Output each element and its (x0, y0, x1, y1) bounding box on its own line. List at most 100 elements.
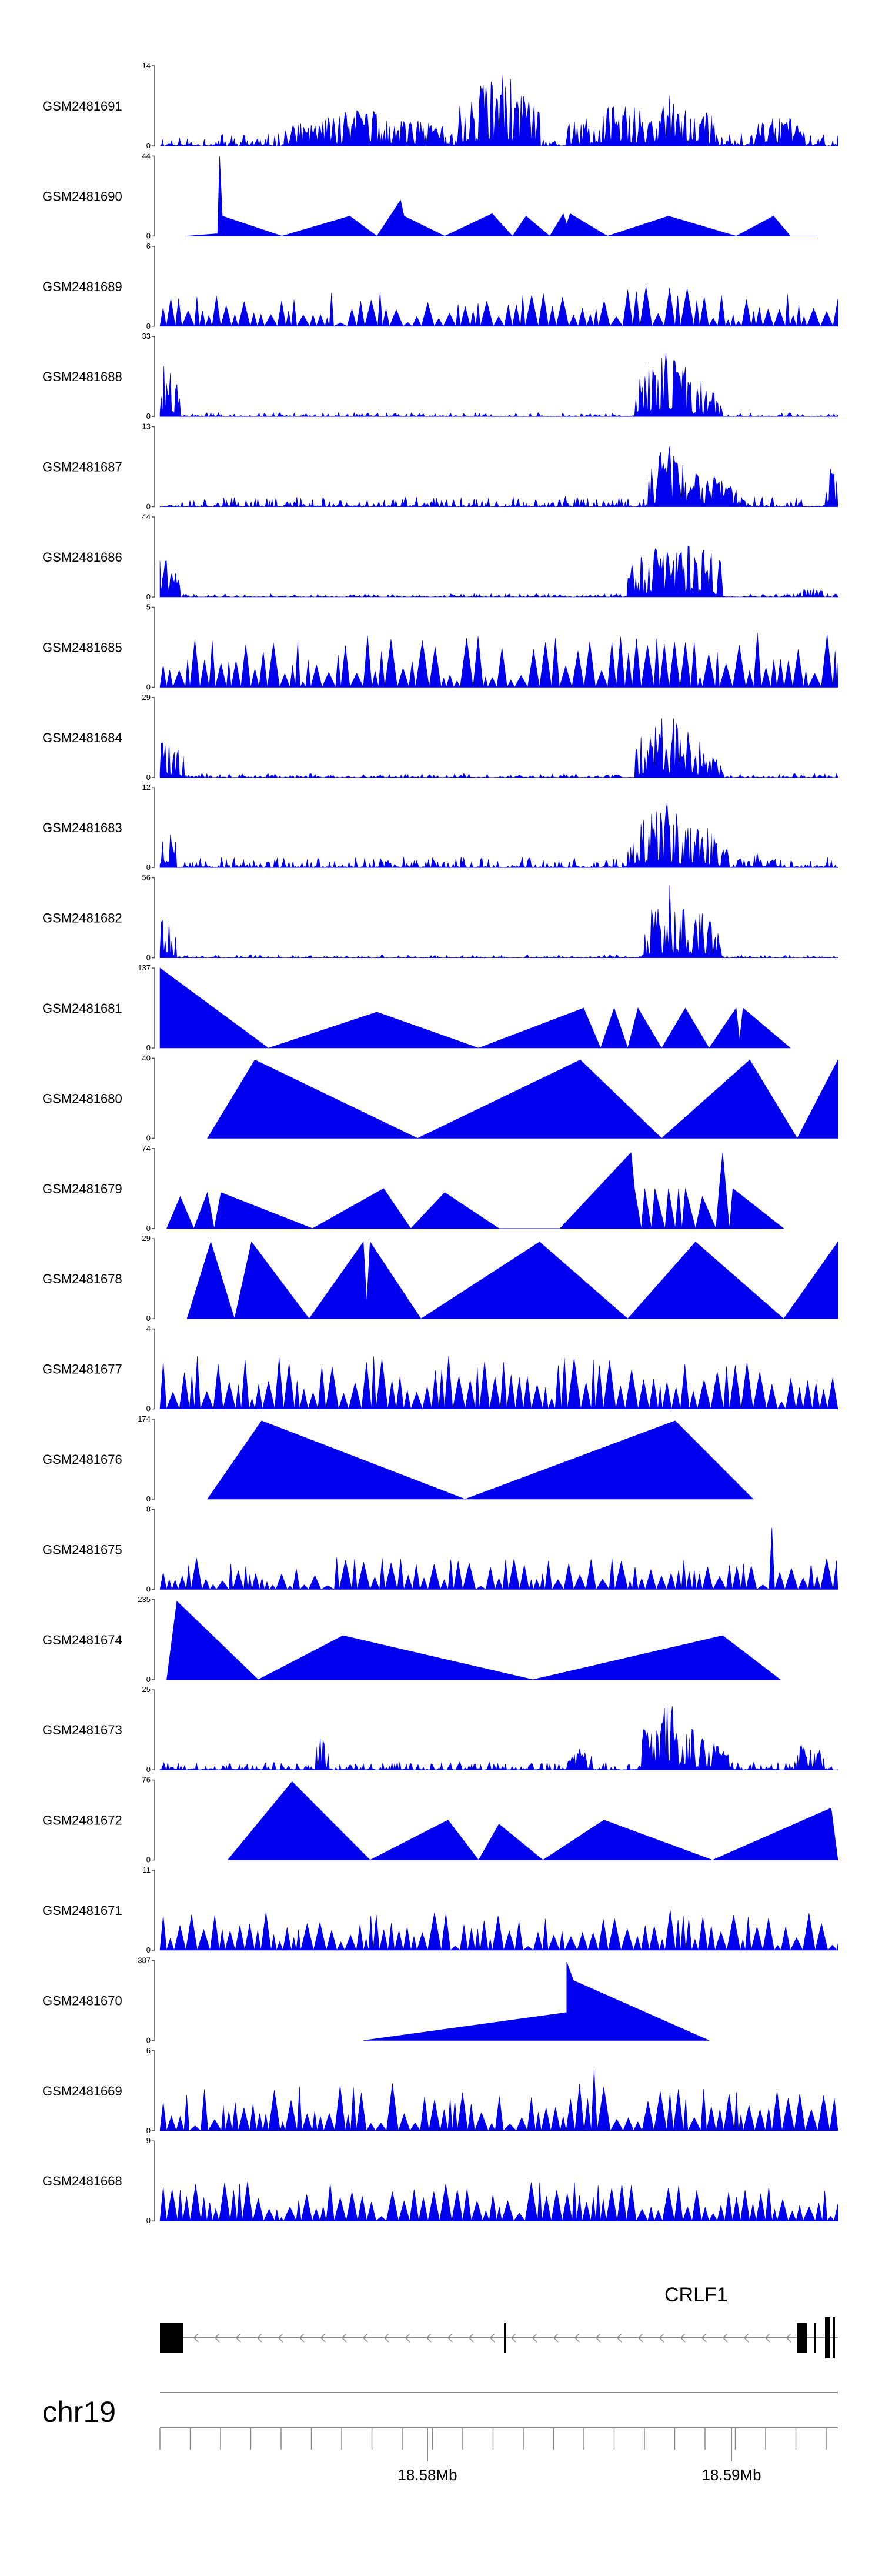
track-y-min-label: 0 (146, 1946, 151, 1954)
strand-arrow (659, 2333, 664, 2343)
strand-arrow (786, 2333, 791, 2343)
signal-area (363, 1961, 710, 2041)
track-label: GSM2481684 (42, 730, 122, 745)
track-label: GSM2481688 (42, 369, 122, 384)
track-y-max-label: 8 (146, 1504, 151, 1513)
track-y-max-label: 13 (142, 422, 151, 431)
signal-area (159, 446, 838, 508)
track-y-min-label: 0 (146, 1224, 151, 1233)
strand-arrow (320, 2333, 326, 2343)
track-y-min-label: 0 (146, 1765, 151, 1774)
strand-arrow (680, 2333, 686, 2343)
signal-area (159, 2181, 838, 2222)
strand-arrow (426, 2333, 432, 2343)
track-y-max-label: 9 (146, 2136, 151, 2145)
track-GSM2481672: GSM2481672 76 0 (42, 1776, 838, 1864)
track-label: GSM2481675 (42, 1542, 122, 1557)
track-y-max-label: 25 (142, 1685, 151, 1694)
track-y-min-label: 0 (146, 592, 151, 601)
track-GSM2481673: GSM2481673 25 0 (42, 1685, 838, 1774)
track-label: GSM2481674 (42, 1633, 122, 1647)
strand-arrow (489, 2333, 495, 2343)
track-label: GSM2481676 (42, 1452, 122, 1467)
strand-arrow (764, 2333, 770, 2343)
track-label: GSM2481687 (42, 460, 122, 475)
signal-area (159, 353, 838, 417)
signal-area (159, 1909, 838, 1951)
gene-name-label: CRLF1 (664, 2284, 728, 2306)
exon-right-2 (814, 2323, 816, 2353)
track-y-max-label: 174 (138, 1414, 151, 1423)
track-GSM2481690: GSM2481690 44 0 (42, 151, 818, 240)
track-GSM2481688: GSM2481688 33 0 (42, 332, 838, 421)
track-label: GSM2481682 (42, 911, 122, 926)
track-GSM2481685: GSM2481685 5 0 (42, 602, 838, 691)
track-y-max-label: 6 (146, 242, 151, 251)
signal-area (159, 802, 838, 869)
track-label: GSM2481681 (42, 1001, 122, 1016)
strand-arrow (616, 2333, 622, 2343)
strand-arrow (553, 2333, 559, 2343)
track-y-min-label: 0 (146, 863, 151, 872)
strand-arrow (278, 2333, 283, 2343)
track-GSM2481668: GSM2481668 9 0 (42, 2136, 838, 2225)
signal-area (207, 1420, 754, 1500)
track-y-min-label: 0 (146, 1133, 151, 1142)
exon-first (160, 2323, 183, 2353)
strand-arrow (574, 2333, 580, 2343)
strand-arrow (701, 2333, 707, 2343)
track-y-min-label: 0 (146, 2036, 151, 2044)
track-y-max-label: 56 (142, 873, 151, 882)
signal-area (159, 75, 838, 147)
track-y-max-label: 74 (142, 1144, 151, 1153)
track-y-min-label: 0 (146, 141, 151, 150)
track-label: GSM2481673 (42, 1723, 122, 1737)
track-GSM2481686: GSM2481686 44 0 (42, 512, 838, 601)
strand-arrow (405, 2333, 410, 2343)
strand-arrow (595, 2333, 601, 2343)
axis-tick-label: 18.58Mb (397, 2466, 457, 2484)
signal-area (159, 885, 838, 959)
track-GSM2481674: GSM2481674 235 0 (42, 1595, 781, 1684)
track-y-min-label: 0 (146, 1584, 151, 1593)
track-y-max-label: 33 (142, 332, 151, 341)
track-y-min-label: 0 (146, 773, 151, 782)
track-GSM2481684: GSM2481684 29 0 (42, 693, 838, 782)
track-y-max-label: 14 (142, 61, 151, 70)
track-y-min-label: 0 (146, 953, 151, 962)
track-GSM2481689: GSM2481689 6 0 (42, 242, 838, 331)
strand-arrow (532, 2333, 537, 2343)
track-label: GSM2481672 (42, 1813, 122, 1828)
signal-area (159, 2069, 838, 2131)
strand-arrow (637, 2333, 643, 2343)
axis-minor-ticks (159, 2428, 827, 2450)
exon-middle (504, 2323, 506, 2353)
strand-arrow (383, 2333, 389, 2343)
track-y-min-label: 0 (146, 502, 151, 511)
track-GSM2481671: GSM2481671 11 0 (42, 1866, 838, 1954)
track-label: GSM2481683 (42, 820, 122, 835)
track-y-max-label: 235 (138, 1595, 151, 1604)
track-y-min-label: 0 (146, 1043, 151, 1052)
signal-area (159, 1356, 838, 1410)
track-y-max-label: 137 (138, 963, 151, 972)
chromosome-label: chr19 (42, 2395, 116, 2428)
exon-right-4 (833, 2317, 835, 2358)
strand-arrow (743, 2333, 749, 2343)
track-y-max-label: 29 (142, 1234, 151, 1243)
track-label: GSM2481689 (42, 279, 122, 294)
track-y-min-label: 0 (146, 1856, 151, 1864)
track-y-min-label: 0 (146, 2126, 151, 2135)
genome-axis: chr19 18.58Mb 18.59Mb (42, 2392, 838, 2484)
track-GSM2481682: GSM2481682 56 0 (42, 873, 838, 962)
signal-area (159, 1706, 838, 1771)
track-label: GSM2481690 (42, 189, 122, 203)
signal-area (166, 1152, 784, 1229)
strand-arrow (468, 2333, 474, 2343)
strand-arrow (299, 2333, 305, 2343)
track-y-min-label: 0 (146, 682, 151, 691)
signal-tracks: GSM2481691140GSM2481690440GSM248168960GS… (42, 61, 838, 2225)
signal-area (227, 1781, 838, 1861)
strand-arrow (722, 2333, 728, 2343)
